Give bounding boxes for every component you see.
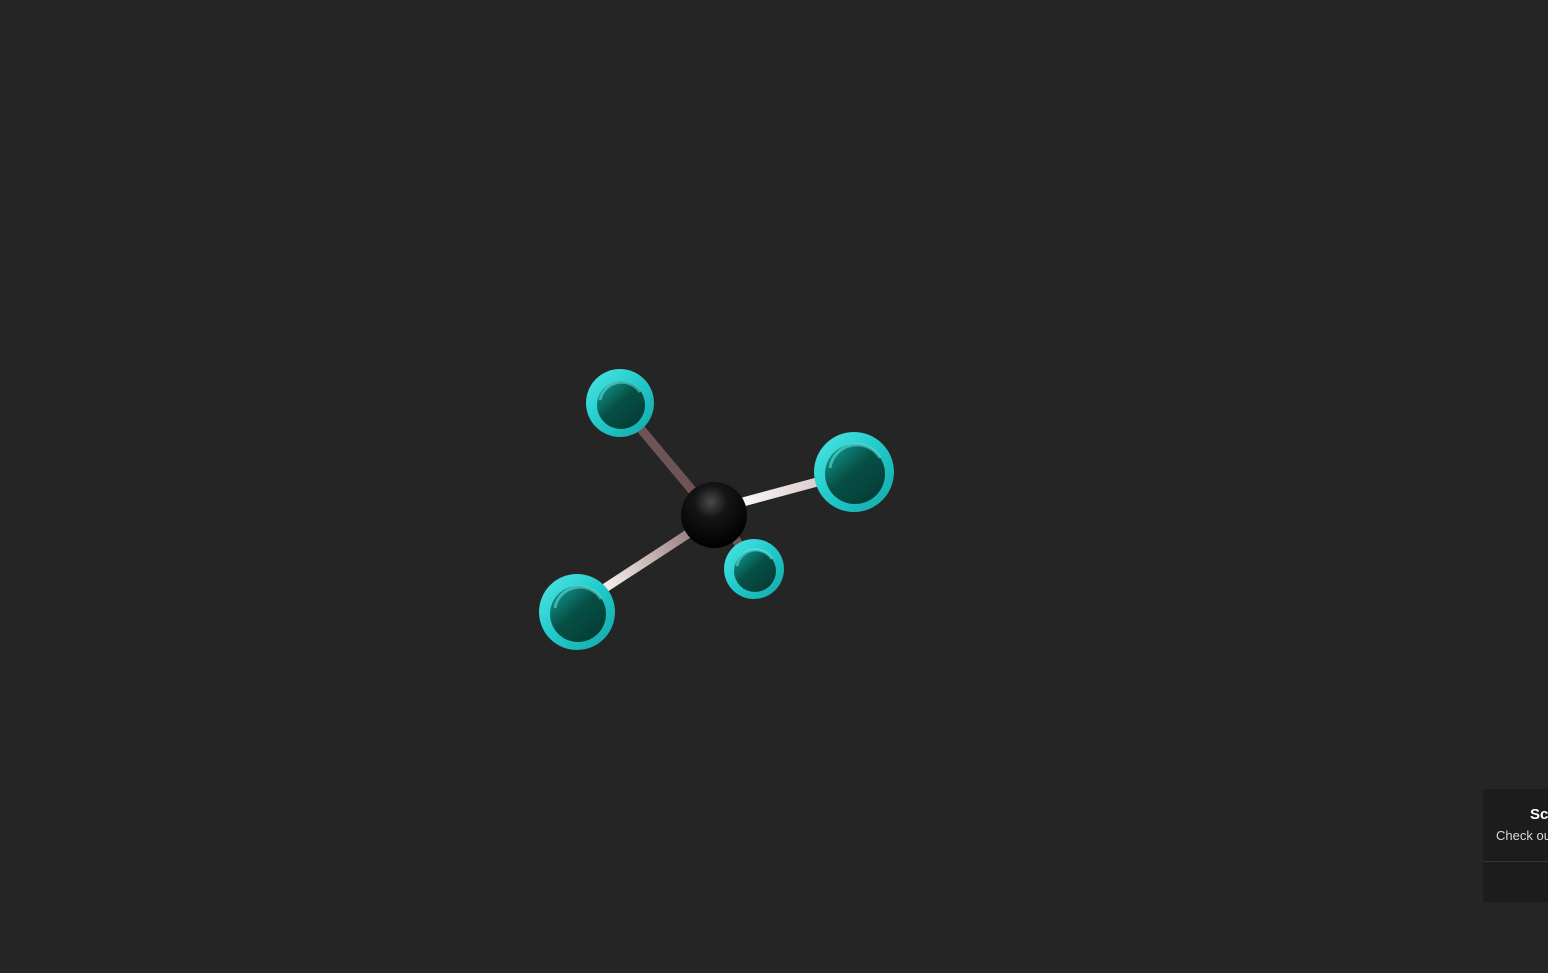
atom-upper-left — [586, 369, 654, 437]
toast-action-button[interactable] — [1483, 863, 1548, 902]
toast-title: Sc — [1530, 806, 1548, 823]
bond-lower-left — [597, 521, 705, 595]
notification-toast[interactable]: Sc Check ou — [1483, 789, 1548, 902]
bond-right — [723, 473, 837, 511]
toast-body: Sc Check ou — [1483, 789, 1548, 862]
atom-right — [814, 432, 894, 512]
atom-lower-back — [724, 539, 784, 599]
toast-message: Check ou — [1496, 828, 1548, 843]
atom-lower-left — [539, 574, 615, 650]
bond-upper-left — [635, 423, 707, 507]
atom-central — [681, 482, 747, 548]
